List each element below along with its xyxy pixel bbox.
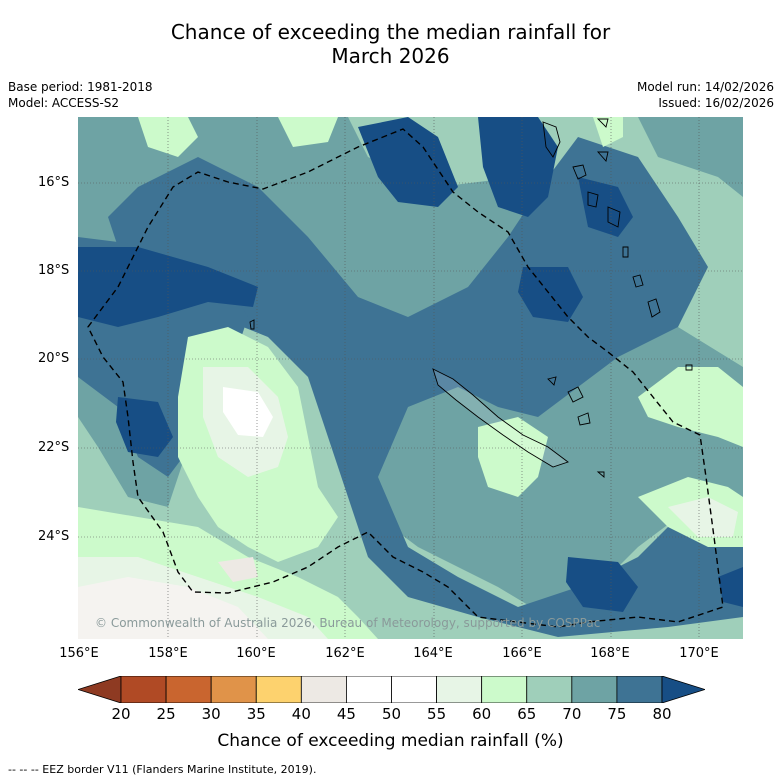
hunter-island [596,471,605,478]
contour-80-far-northeast [578,177,633,237]
map-title: Chance of exceeding the median rainfall … [0,20,781,68]
colorbar-extend-high [661,676,705,703]
contour-80-west [78,247,258,327]
colorbar-tick-label: 60 [472,705,492,723]
contour-70-75-top-right [498,117,743,197]
contour-60-65-north [138,117,198,157]
colorbar-tick-label: 50 [381,705,402,723]
colorbar-box [436,676,483,703]
colorbar-box [616,676,663,703]
contour-55-60-southeast [668,497,738,537]
lon-label-170e: 170°E [679,646,719,661]
contour-60-65-topright [593,117,623,147]
lon-label-164e: 164°E [413,646,453,661]
lat-label-18s: 18°S [38,263,70,278]
issued-date: Issued: 16/02/2026 [658,96,774,110]
lat-label-20s: 20°S [38,351,70,366]
matthew-island [685,364,693,371]
colorbar-tick-label: 55 [427,705,447,723]
loyalty-island-3 [577,412,591,426]
colorbar-tick-label: 20 [111,705,131,723]
eez-border [87,128,724,628]
colorbar-tick-label: 30 [201,705,221,723]
colorbar-box [255,676,302,703]
eez-footnote: -- -- -- EEZ border V11 (Flanders Marine… [8,763,317,776]
colorbar-box [391,676,437,703]
lat-label-24s: 24°S [38,529,70,544]
title-line-2: March 2026 [331,44,450,68]
lon-label-166e: 166°E [502,646,542,661]
contour-80-north [358,117,458,207]
colorbar-tick-label: 25 [156,705,176,723]
lon-label-156e: 156°E [59,646,99,661]
lon-label-162e: 162°E [325,646,365,661]
lon-label-158e: 158°E [148,646,188,661]
contour-80-mid-east [518,267,583,322]
contour-60-65-topleft [278,117,338,147]
vanuatu-islands [542,118,661,318]
colorbar [78,676,705,703]
loyalty-island-2 [547,376,557,386]
contour-45-50-southwest [78,577,268,639]
colorbar-box [210,676,257,703]
colorbar-extend-low [78,676,122,703]
model-name: Model: ACCESS-S2 [8,96,120,110]
chesterfield-islet [249,319,255,330]
colorbar-box [346,676,392,703]
colorbar-box [571,676,618,703]
rainfall-map: © Commonwealth of Australia 2026, Bureau… [78,117,743,639]
colorbar-tick-label: 45 [336,705,356,723]
colorbar-box [120,676,167,703]
contour-50-55-west [223,387,273,437]
colorbar-tick-label: 35 [246,705,266,723]
new-caledonia-island [432,368,569,468]
contour-80-northeast [478,117,558,217]
model-run: Model run: 14/02/2026 [636,80,774,94]
lon-label-168e: 168°E [590,646,630,661]
contour-80-southeast [566,557,638,612]
colorbar-box [300,676,347,703]
colorbar-box [481,676,528,703]
loyalty-island-1 [567,386,584,403]
meta-right: Model run: 14/02/2026 Issued: 16/02/2026 [637,79,774,111]
contour-40-45-southwest [218,557,258,582]
contour-80-east-edge [718,567,743,607]
title-line-1: Chance of exceeding the median rainfall … [170,20,611,44]
map-copyright: © Commonwealth of Australia 2026, Bureau… [95,616,600,630]
meta-left: Base period: 1981-2018 Model: ACCESS-S2 [8,79,153,111]
colorbar-label: Chance of exceeding median rainfall (%) [217,731,564,751]
colorbar-tick-label: 80 [652,705,672,723]
colorbar-tick-label: 40 [291,705,311,723]
colorbar-tick-label: 70 [562,705,582,723]
lat-label-16s: 16°S [38,175,70,190]
colorbar-box [165,676,212,703]
colorbar-tick-label: 75 [607,705,627,723]
contour-75-80-central [108,137,743,637]
graticule [78,117,743,639]
contour-60-65-center-south [478,417,548,497]
colorbar-tick-label: 65 [517,705,537,723]
base-period: Base period: 1981-2018 [8,80,153,94]
colorbar-segments [78,676,705,703]
colorbar-box [526,676,573,703]
lon-label-160e: 160°E [236,646,276,661]
contour-60-65-east [638,367,743,447]
lat-label-22s: 22°S [38,440,70,455]
